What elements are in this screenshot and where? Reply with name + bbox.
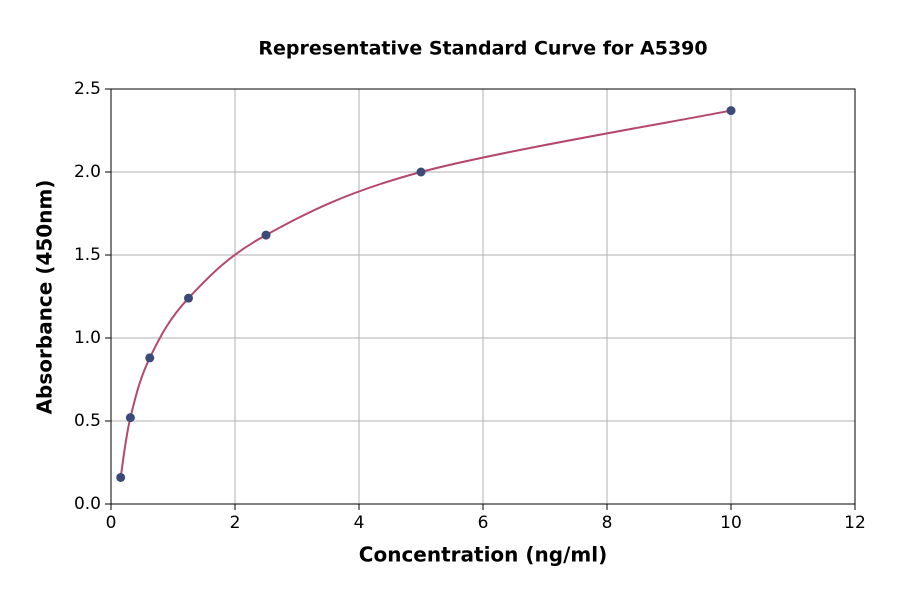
data-point bbox=[116, 472, 126, 482]
plot-frame bbox=[110, 88, 856, 505]
x-tick-label: 10 bbox=[720, 513, 742, 533]
x-tick-label: 12 bbox=[844, 513, 866, 533]
y-tick-label: 0.0 bbox=[74, 494, 101, 514]
data-point bbox=[184, 293, 193, 303]
x-axis-label: Concentration (ng/ml) bbox=[359, 543, 607, 567]
data-point bbox=[145, 353, 155, 363]
chart-title: Representative Standard Curve for A5390 bbox=[258, 38, 707, 60]
data-point bbox=[416, 167, 426, 177]
data-point bbox=[726, 106, 736, 116]
y-tick-label: 1.0 bbox=[74, 328, 101, 348]
x-tick-label: 8 bbox=[602, 513, 613, 533]
x-tick-label: 4 bbox=[354, 513, 365, 533]
data-point bbox=[261, 230, 271, 240]
x-tick-label: 0 bbox=[106, 513, 117, 533]
x-tick-label: 2 bbox=[230, 513, 241, 533]
y-tick-label: 0.5 bbox=[74, 411, 101, 431]
y-axis-label: Absorbance (450nm) bbox=[33, 180, 57, 415]
data-point bbox=[125, 413, 135, 423]
y-tick-label: 2.5 bbox=[74, 79, 101, 99]
y-tick-label: 1.5 bbox=[74, 245, 101, 265]
x-tick-label: 6 bbox=[478, 513, 489, 533]
fit-curve bbox=[119, 109, 732, 478]
y-tick-label: 2.0 bbox=[74, 162, 101, 182]
